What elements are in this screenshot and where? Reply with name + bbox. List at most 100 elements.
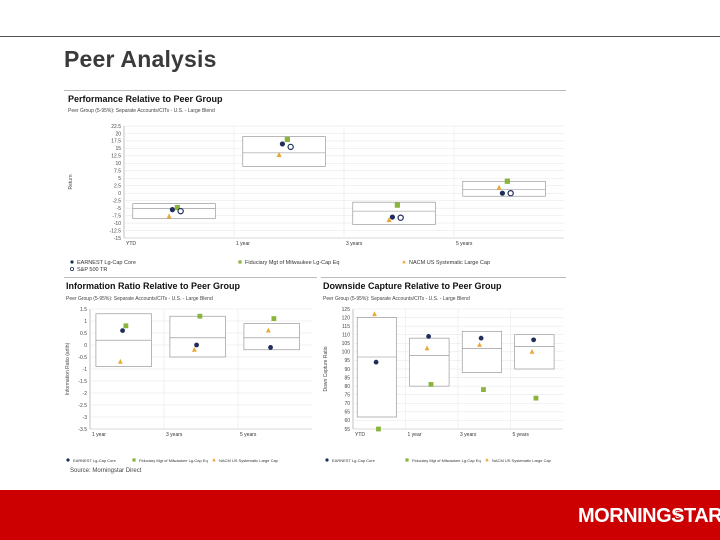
y-tick-label: -10 [114, 221, 121, 227]
peer-range-box [169, 315, 226, 358]
info-ratio-panel: Information Ratio Relative to Peer Group… [64, 277, 317, 467]
x-tick-label: 1 year [408, 432, 422, 438]
info-ratio-subtitle: Peer Group (5-95%): Separate Accounts/CI… [66, 296, 213, 302]
y-tick-label: 0 [118, 191, 121, 197]
legend-label: Fiduciary Mgt of Milwaukee Lg-Cap Eq [245, 260, 339, 266]
info-ratio-title: Information Ratio Relative to Peer Group [66, 281, 241, 291]
x-tick-label: 3 years [460, 432, 477, 438]
y-tick-label: 10 [115, 161, 121, 167]
y-axis-label: Return [68, 174, 74, 189]
data-point-circle [499, 190, 505, 196]
y-tick-label: 90 [344, 367, 350, 373]
y-tick-label: 22.5 [111, 124, 121, 130]
data-point-square [123, 323, 129, 329]
legend-marker-square [132, 458, 136, 462]
y-axis-label: Down Capture Ratio [323, 346, 329, 391]
logo-text: MORNINGSTAR [578, 505, 720, 527]
y-tick-label: -0.5 [78, 355, 87, 361]
y-tick-label: 95 [344, 358, 350, 364]
y-tick-label: -3.5 [78, 427, 87, 433]
x-tick-label: 5 years [240, 432, 257, 438]
y-tick-label: -2.5 [112, 198, 121, 204]
source-note: Source: Morningstar Direct [70, 468, 142, 474]
data-point-square [394, 202, 400, 208]
panel-rule [64, 90, 566, 91]
data-point-open-circle [397, 214, 404, 221]
data-point-circle [194, 342, 199, 348]
peer-range-box [462, 180, 546, 197]
y-tick-label: 110 [342, 333, 350, 339]
page-title: Peer Analysis [64, 46, 217, 72]
data-point-square [504, 178, 510, 184]
y-tick-label: 0 [84, 343, 87, 349]
data-point-triangle [496, 184, 502, 190]
y-tick-label: 120 [342, 315, 351, 321]
legend-label: S&P 500 TR [77, 267, 107, 273]
legend-marker-square [238, 260, 242, 264]
y-tick-label: -2.5 [78, 403, 87, 409]
y-tick-label: 17.5 [111, 139, 121, 145]
performance-chart: 22.52017.51512.5107.552.50-2.5-5-7.5-10-… [68, 124, 564, 273]
peer-range-box [409, 337, 450, 387]
footer-bar [0, 490, 720, 540]
x-tick-label: YTD [355, 432, 365, 438]
data-point-circle [120, 328, 125, 333]
y-tick-label: -2 [83, 391, 88, 397]
panel-rule [64, 277, 317, 278]
x-tick-label: 3 years [346, 241, 363, 247]
morningstar-logo: MORNINGSTAR® [578, 505, 720, 528]
legend-label: Fiduciary Mgt of Milwaukee Lg-Cap Eq [412, 458, 481, 463]
y-tick-label: -5 [117, 206, 122, 212]
legend-label: NACM US Systematic Large Cap [492, 458, 552, 463]
downside-title: Downside Capture Relative to Peer Group [323, 281, 502, 291]
legend-label: EARNEST Lg-Cap Core [332, 458, 376, 463]
y-tick-label: 5 [118, 176, 121, 182]
data-point-square [174, 204, 180, 211]
y-tick-label: 125 [342, 307, 351, 313]
data-point-triangle [529, 348, 535, 354]
data-point-circle [373, 359, 379, 365]
data-point-square [197, 313, 203, 319]
data-point-square [271, 316, 277, 321]
data-point-open-circle [177, 207, 184, 215]
y-axis-label: Information Ratio (arith) [65, 342, 71, 395]
performance-subtitle: Peer Group (5-95%): Separate Accounts/CI… [68, 108, 215, 114]
y-tick-label: 100 [342, 350, 351, 356]
x-tick-label: YTD [126, 241, 136, 247]
y-tick-label: 20 [115, 131, 121, 137]
data-point-triangle [191, 346, 197, 352]
peer-range-box [356, 317, 397, 418]
y-tick-label: 1 [84, 319, 87, 325]
data-point-triangle [117, 358, 123, 364]
legend-label: NACM US Systematic Large Cap [409, 260, 490, 266]
y-tick-label: -1.5 [78, 379, 87, 385]
legend-marker-triangle [402, 260, 406, 264]
peer-range-box [352, 201, 436, 225]
legend-marker-triangle [485, 458, 489, 462]
data-point-triangle [166, 213, 172, 219]
data-point-triangle [424, 345, 430, 351]
y-tick-label: 115 [342, 324, 350, 330]
y-tick-label: 60 [344, 418, 350, 424]
data-point-circle [169, 207, 175, 213]
data-point-triangle [477, 342, 482, 347]
legend-label: Fiduciary Mgt of Milwaukee Lg-Cap Eq [139, 458, 208, 463]
x-tick-label: 5 years [513, 432, 530, 438]
y-tick-label: -3 [83, 415, 88, 421]
data-point-square [533, 395, 539, 401]
data-point-triangle [265, 327, 271, 333]
y-tick-label: -12.5 [110, 228, 122, 234]
data-point-circle [478, 335, 484, 341]
x-tick-label: 1 year [236, 241, 250, 247]
peer-range-box [242, 136, 326, 167]
page-number: 5 [675, 510, 681, 521]
data-point-circle [279, 141, 285, 147]
y-tick-label: 0.5 [80, 331, 87, 337]
data-point-square [376, 426, 381, 432]
y-tick-label: -15 [114, 236, 121, 242]
data-point-square [284, 136, 290, 143]
legend-marker-triangle [212, 458, 216, 462]
data-point-open-circle [287, 143, 294, 151]
data-point-triangle [372, 311, 377, 317]
performance-title: Performance Relative to Peer Group [68, 94, 223, 104]
